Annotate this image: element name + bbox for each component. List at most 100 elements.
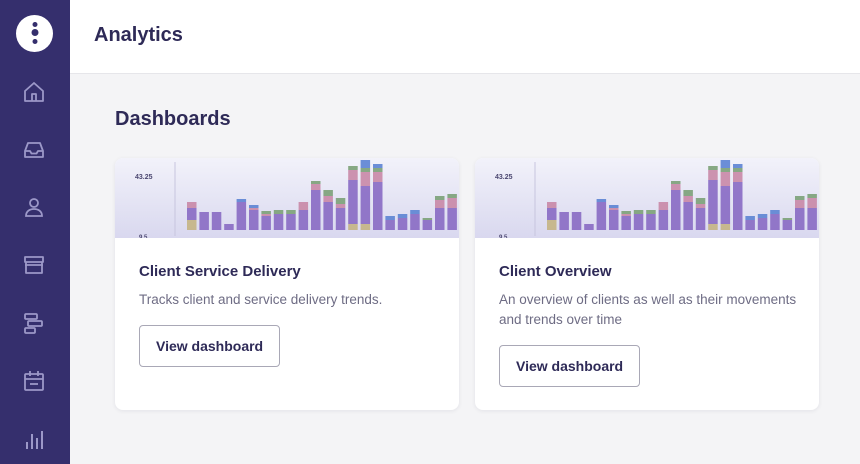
- thumbnail-bar: [671, 184, 681, 190]
- thumbnail-bar: [360, 168, 371, 172]
- thumbnail-bar: [360, 160, 371, 168]
- thumbnail-bar: [807, 198, 817, 208]
- thumbnail-bar: [348, 166, 358, 170]
- thumbnail-bar: [273, 214, 284, 230]
- thumbnail-bar: [311, 181, 321, 184]
- card-description: An overview of clients as well as their …: [499, 292, 797, 327]
- thumbnail-bar: [360, 172, 371, 186]
- thumbnail-bar: [671, 190, 681, 230]
- inbox-icon[interactable]: [22, 138, 46, 162]
- thumbnail-bar: [311, 184, 321, 190]
- thumbnail-bar: [547, 220, 557, 230]
- thumbnail-bar: [323, 190, 333, 196]
- thumbnail-bar: [757, 214, 768, 218]
- thumbnail-bar: [683, 196, 693, 202]
- thumbnail-bar: [373, 168, 383, 172]
- thumbnail-bar: [323, 202, 333, 230]
- thumbnail-bar: [621, 211, 631, 214]
- thumbnail-bar: [335, 204, 346, 208]
- user-icon[interactable]: [22, 195, 46, 219]
- thumbnail-bar: [807, 194, 817, 198]
- thumbnail-bar: [584, 224, 594, 230]
- thumbnail-bar: [447, 194, 457, 198]
- thumbnail-bar: [695, 198, 706, 204]
- thumbnail-bar: [286, 210, 296, 214]
- thumbnail-bar: [708, 224, 718, 230]
- thumbnail-bar: [633, 210, 644, 214]
- card-description: Tracks client and service delivery trend…: [139, 292, 383, 307]
- dashboard-thumbnail: 43.25 9.5: [115, 158, 459, 238]
- thumbnail-bar: [335, 208, 346, 230]
- thumbnail-bar: [658, 202, 669, 210]
- timeline-icon[interactable]: [22, 311, 46, 335]
- thumbnail-bottom-value: 9.5: [139, 235, 148, 238]
- thumbnail-bar: [410, 214, 420, 230]
- thumbnail-bar: [422, 218, 433, 220]
- thumbnail-bar: [261, 211, 271, 214]
- thumbnail-bar: [695, 208, 706, 230]
- card-title: Client Service Delivery: [139, 263, 301, 280]
- thumbnail-bar: [224, 224, 234, 230]
- thumbnail-bar: [435, 196, 445, 200]
- thumbnail-bar: [571, 212, 582, 230]
- thumbnail-bar: [782, 220, 793, 230]
- thumbnail-top-value: 43.25: [495, 174, 513, 181]
- thumbnail-bar: [658, 210, 669, 230]
- thumbnail-bar: [621, 214, 631, 216]
- thumbnail-bar: [187, 208, 197, 220]
- thumbnail-bar: [596, 202, 607, 230]
- dashboard-thumbnail: 43.25 9.5: [475, 158, 819, 238]
- thumbnail-bar: [770, 210, 780, 214]
- thumbnail-bar: [757, 218, 768, 230]
- thumbnail-bar: [708, 180, 718, 224]
- card-title: Client Overview: [499, 263, 612, 280]
- thumbnail-bottom-value: 9.5: [499, 235, 508, 238]
- thumbnail-bar: [807, 208, 817, 230]
- home-icon[interactable]: [22, 80, 46, 104]
- thumbnail-bar: [695, 204, 706, 208]
- thumbnail-bar: [733, 164, 743, 168]
- store-icon[interactable]: [22, 253, 46, 277]
- app-logo[interactable]: [16, 15, 53, 52]
- thumbnail-bar: [733, 172, 743, 182]
- sidebar: [0, 0, 70, 464]
- thumbnail-bar: [335, 198, 346, 204]
- bar-chart-icon[interactable]: [22, 428, 46, 452]
- thumbnail-bar: [745, 216, 755, 220]
- thumbnail-bar: [211, 212, 222, 230]
- view-dashboard-button[interactable]: View dashboard: [499, 345, 641, 387]
- thumbnail-bar: [249, 210, 259, 230]
- thumbnail-bar: [360, 186, 371, 224]
- thumbnail-bar: [708, 170, 718, 180]
- thumbnail-bar: [646, 210, 656, 214]
- thumbnail-bar: [385, 216, 395, 220]
- thumbnail-bar: [671, 181, 681, 184]
- thumbnail-bar: [360, 224, 371, 230]
- section-title: Dashboards: [115, 108, 231, 130]
- thumbnail-bar: [422, 220, 433, 230]
- thumbnail-bar: [795, 196, 805, 200]
- calendar-icon[interactable]: [22, 369, 46, 393]
- thumbnail-bar: [559, 212, 569, 230]
- thumbnail-bar: [273, 210, 284, 214]
- thumbnail-bar: [547, 208, 557, 220]
- thumbnail-bar: [261, 216, 271, 230]
- thumbnail-bar: [447, 208, 457, 230]
- thumbnail-bar: [720, 168, 731, 172]
- thumbnail-bar: [720, 186, 731, 224]
- thumbnail-bar: [683, 202, 693, 230]
- thumbnail-bar: [397, 218, 408, 230]
- page-title: Analytics: [94, 24, 183, 46]
- view-dashboard-button[interactable]: View dashboard: [139, 325, 281, 367]
- thumbnail-top-value: 43.25: [135, 174, 153, 181]
- thumbnail-bar: [249, 208, 259, 210]
- thumbnail-bar: [782, 218, 793, 220]
- thumbnail-bar: [249, 205, 259, 208]
- thumbnail-bar: [596, 199, 607, 202]
- thumbnail-bar: [410, 210, 420, 214]
- thumbnail-bar: [435, 208, 445, 230]
- thumbnail-bar: [621, 216, 631, 230]
- thumbnail-bar: [373, 182, 383, 230]
- thumbnail-bar: [286, 214, 296, 230]
- thumbnail-bar: [348, 180, 358, 224]
